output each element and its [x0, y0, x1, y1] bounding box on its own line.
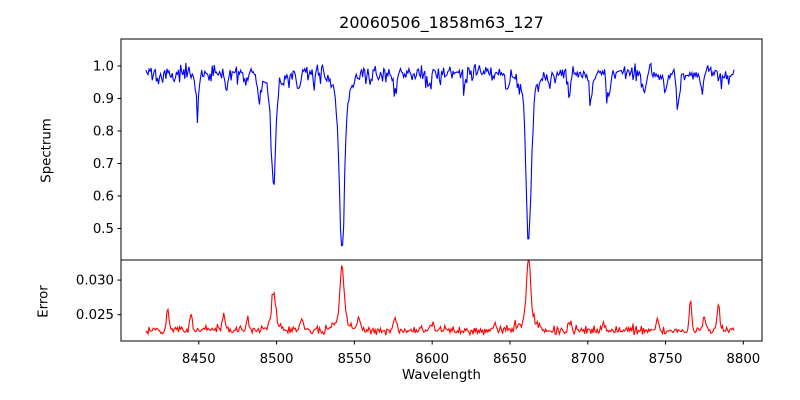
x-axis-tick-label: 8700: [571, 352, 605, 367]
y-axis-tick-label: 0.5: [93, 222, 114, 237]
y-axis-label-spectrum: Spectrum: [39, 118, 55, 183]
y-axis-tick-label: 0.030: [76, 274, 114, 289]
y-axis-tick-label: 0.9: [93, 92, 114, 107]
y-axis-label-error: Error: [36, 285, 52, 318]
x-axis-tick-label: 8500: [260, 352, 294, 367]
y-axis-tick-label: 0.6: [93, 189, 114, 204]
x-axis-tick-label: 8800: [726, 352, 760, 367]
error-line: [145, 260, 735, 337]
y-axis-tick-label: 0.7: [93, 157, 114, 172]
x-axis-tick-label: 8750: [649, 352, 683, 367]
x-axis-tick-label: 8600: [415, 352, 449, 367]
spectrum-line: [145, 62, 735, 247]
chart-title: 20060506_1858m63_127: [339, 13, 544, 32]
y-axis-tick-label: 0.025: [76, 308, 114, 323]
y-axis-tick-label: 1.0: [93, 59, 114, 74]
x-axis-tick-label: 8550: [337, 352, 371, 367]
x-axis-label: Wavelength: [402, 368, 481, 383]
y-axis-tick-label: 0.8: [93, 124, 114, 139]
x-axis-tick-label: 8450: [182, 352, 216, 367]
axes-spine-error: [120, 259, 763, 342]
x-axis-tick-label: 8650: [493, 352, 527, 367]
